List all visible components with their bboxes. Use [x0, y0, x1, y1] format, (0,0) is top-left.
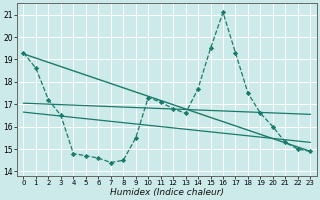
X-axis label: Humidex (Indice chaleur): Humidex (Indice chaleur): [110, 188, 224, 197]
